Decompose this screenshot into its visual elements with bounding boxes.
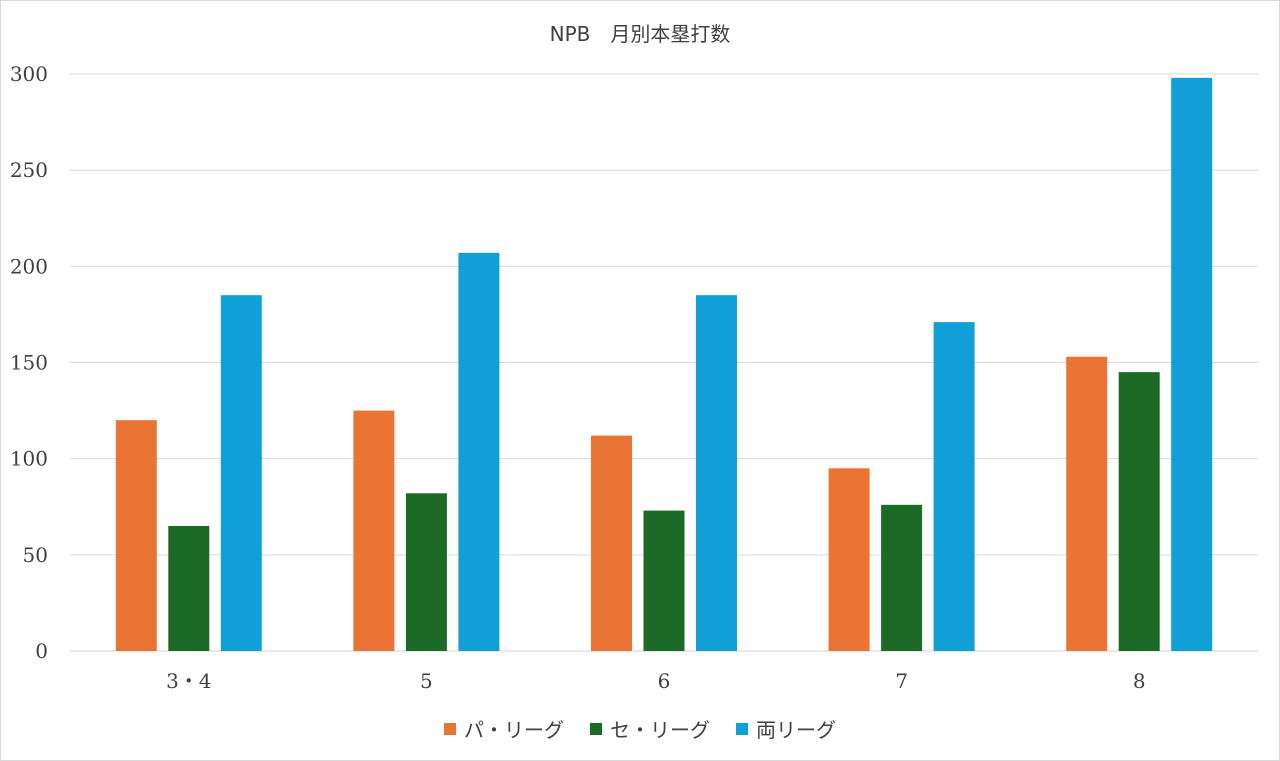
- bar-0-1: [353, 410, 395, 651]
- bar-2-3: [933, 322, 975, 651]
- chart-title: NPB 月別本塁打数: [549, 22, 731, 46]
- legend-item-se: セ・リーグ: [590, 714, 710, 743]
- y-tick-label-200: 200: [10, 254, 48, 278]
- x-tick-label-4: 8: [1133, 669, 1146, 693]
- y-tick-label-250: 250: [10, 158, 48, 182]
- legend-item-pa: パ・リーグ: [444, 714, 564, 743]
- bar-2-2: [696, 295, 737, 651]
- legend-item-both: 両リーグ: [736, 714, 836, 743]
- bar-1-1: [405, 493, 447, 651]
- y-tick-label-300: 300: [10, 62, 48, 86]
- legend-label-se: セ・リーグ: [610, 718, 710, 742]
- x-tick-label-1: 5: [420, 669, 433, 693]
- legend-label-both: 両リーグ: [756, 718, 836, 742]
- y-tick-label-150: 150: [10, 351, 48, 375]
- legend-swatch-pa: [444, 722, 456, 735]
- bar-2-1: [458, 252, 500, 651]
- legend: パ・リーグ セ・リーグ 両リーグ: [0, 714, 1280, 743]
- legend-swatch-se: [590, 722, 602, 735]
- x-tick-label-2: 6: [658, 669, 671, 693]
- y-tick-label-50: 50: [23, 543, 48, 567]
- y-tick-label-100: 100: [10, 447, 48, 471]
- bar-0-0: [115, 420, 157, 651]
- x-tick-label-3: 7: [895, 669, 908, 693]
- bar-1-4: [1118, 372, 1160, 651]
- bar-2-0: [220, 295, 262, 651]
- bar-1-0: [168, 525, 210, 651]
- legend-swatch-both: [736, 722, 748, 735]
- bar-1-2: [643, 510, 685, 651]
- bar-0-2: [591, 435, 632, 651]
- bar-1-3: [881, 504, 923, 651]
- legend-label-pa: パ・リーグ: [464, 718, 564, 742]
- y-tick-label-0: 0: [35, 639, 48, 663]
- bar-2-4: [1171, 77, 1213, 651]
- bar-0-3: [828, 468, 870, 651]
- x-tick-label-0: 3・4: [166, 669, 211, 693]
- bar-0-4: [1066, 356, 1108, 651]
